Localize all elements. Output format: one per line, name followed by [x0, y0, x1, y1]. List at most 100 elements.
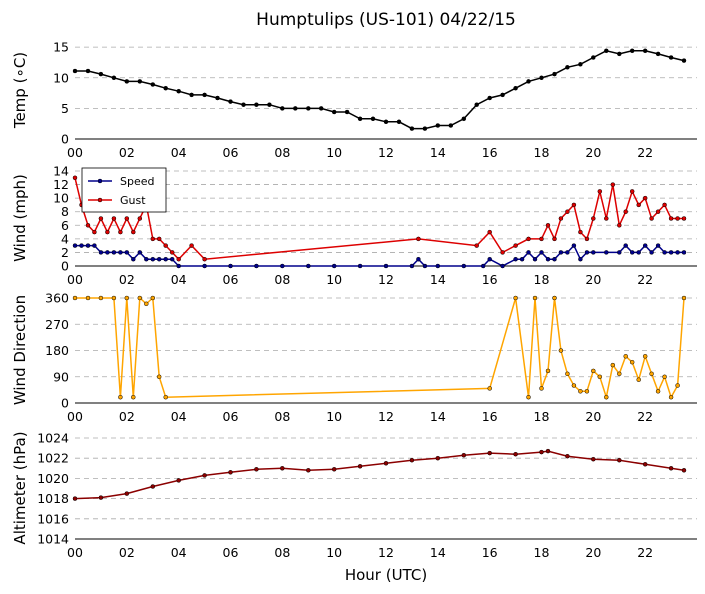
y-axis-label: Wind Direction	[11, 295, 29, 405]
data-point	[655, 389, 661, 394]
x-tick-label: 20	[585, 272, 601, 287]
y-tick-label: 90	[53, 369, 69, 384]
y-tick-label: 2	[61, 245, 69, 260]
data-point	[642, 195, 648, 201]
data-point	[617, 250, 622, 255]
data-point	[487, 95, 492, 101]
data-point	[487, 256, 492, 262]
x-tick-label: 16	[482, 409, 498, 424]
x-tick-label: 00	[67, 145, 83, 160]
data-point	[668, 216, 674, 221]
x-tick-label: 10	[326, 409, 342, 424]
data-point	[584, 236, 590, 242]
data-point	[150, 82, 156, 87]
data-point	[189, 92, 194, 98]
x-tick-label: 16	[482, 545, 498, 560]
legend-marker	[97, 178, 103, 184]
x-tick-label: 00	[67, 409, 83, 424]
data-point	[591, 216, 596, 221]
x-tick-label: 18	[534, 272, 550, 287]
x-tick-label: 20	[585, 545, 601, 560]
x-tick-label: 12	[378, 545, 394, 560]
data-point	[668, 55, 674, 60]
data-point	[293, 106, 298, 111]
data-point	[306, 263, 311, 269]
x-axis-label: Hour (UTC)	[345, 566, 427, 584]
legend-marker	[97, 197, 103, 203]
data-point	[591, 55, 596, 60]
data-point	[318, 106, 324, 111]
data-point	[85, 223, 91, 228]
x-tick-label: 12	[378, 409, 394, 424]
y-tick-label: 1024	[37, 431, 69, 446]
data-point	[578, 229, 583, 235]
data-point	[610, 362, 616, 368]
data-point	[565, 371, 570, 377]
y-tick-label: 14	[53, 164, 69, 179]
y-tick-label: 0	[61, 259, 69, 274]
x-tick-label: 08	[274, 409, 290, 424]
data-point	[513, 256, 518, 262]
x-tick-label: 02	[119, 272, 135, 287]
data-point	[545, 256, 551, 262]
legend-box	[81, 167, 167, 213]
data-point	[72, 295, 78, 301]
data-point	[72, 496, 78, 501]
data-point	[617, 371, 622, 377]
series-line	[74, 177, 684, 261]
data-point	[85, 295, 91, 301]
data-point	[131, 229, 136, 235]
x-tick-label: 20	[585, 409, 601, 424]
legend-label: Gust	[120, 194, 146, 207]
data-point	[137, 79, 143, 84]
y-tick-label: 15	[53, 40, 69, 55]
data-point	[532, 295, 538, 301]
data-point	[487, 229, 492, 235]
data-point	[448, 123, 454, 128]
data-point	[526, 250, 531, 255]
data-point	[500, 92, 505, 98]
data-point	[668, 250, 674, 255]
data-point	[500, 250, 505, 255]
data-point	[461, 263, 467, 269]
x-tick-label: 22	[637, 545, 653, 560]
data-point	[629, 359, 635, 365]
data-point	[681, 250, 687, 255]
data-point	[558, 216, 564, 221]
data-point	[474, 243, 479, 248]
data-point	[144, 301, 149, 307]
y-tick-label: 10	[53, 191, 69, 206]
data-point	[597, 189, 603, 194]
data-point	[72, 243, 78, 248]
data-point	[72, 68, 78, 74]
data-point	[98, 495, 104, 500]
data-point	[409, 126, 415, 131]
data-point	[681, 216, 687, 221]
data-point	[565, 65, 570, 70]
data-point	[331, 109, 337, 115]
data-point	[578, 256, 583, 262]
data-point	[552, 256, 557, 262]
data-point	[202, 263, 207, 269]
data-point	[662, 202, 667, 208]
data-point	[435, 263, 441, 269]
data-point	[519, 256, 525, 262]
x-tick-label: 22	[637, 272, 653, 287]
data-point	[189, 243, 194, 248]
data-point	[578, 389, 583, 394]
data-point	[591, 456, 596, 462]
x-tick-label: 14	[430, 545, 446, 560]
x-tick-label: 12	[378, 145, 394, 160]
data-point	[111, 295, 117, 301]
x-tick-label: 06	[223, 409, 239, 424]
data-point	[416, 256, 421, 262]
x-tick-label: 10	[326, 545, 342, 560]
y-axis-label: Altimeter (hPa)	[11, 431, 29, 544]
x-tick-label: 00	[67, 272, 83, 287]
chart-title: Humptulips (US-101) 04/22/15	[256, 10, 516, 30]
data-point	[169, 250, 175, 255]
data-point	[584, 389, 590, 394]
data-point	[526, 236, 531, 242]
data-point	[480, 263, 486, 269]
data-point	[422, 263, 428, 269]
